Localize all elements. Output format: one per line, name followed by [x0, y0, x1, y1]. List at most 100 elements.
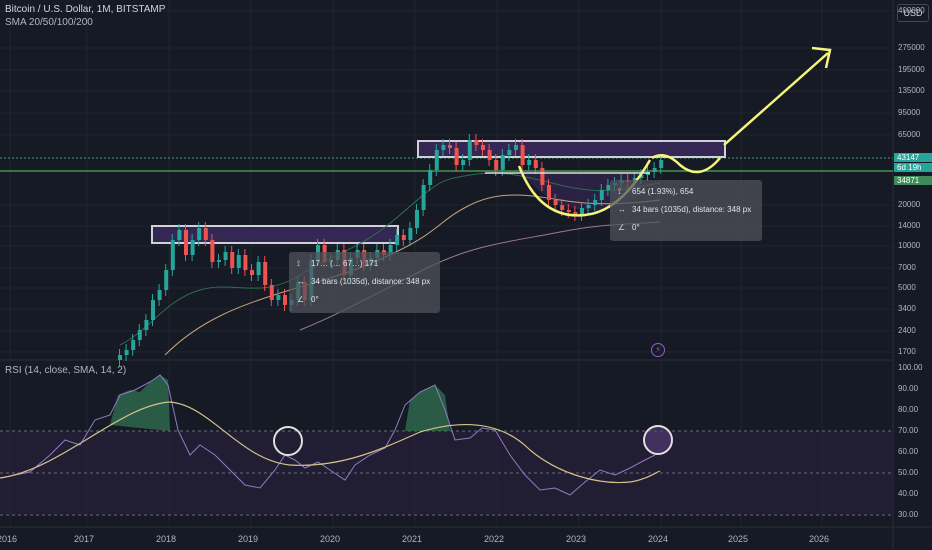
- candle: [137, 330, 142, 340]
- candle: [197, 228, 202, 240]
- price-axis-label: 1700: [898, 347, 916, 356]
- candle: [639, 175, 644, 178]
- price-axis-label: 275000: [898, 43, 925, 52]
- angle-icon: ∠: [297, 295, 305, 304]
- last-price-tag: 43147: [894, 153, 932, 162]
- price-axis-label: 10000: [898, 241, 921, 250]
- candle: [659, 160, 664, 168]
- candle: [428, 170, 433, 185]
- candle: [500, 155, 505, 170]
- time-axis-label: 2026: [809, 534, 830, 544]
- arrowhead-icon: [811, 46, 832, 69]
- rsi-highlight-circle-1[interactable]: [273, 426, 303, 456]
- candle: [573, 212, 578, 215]
- price-axis-label: 7000: [898, 263, 916, 272]
- candle: [474, 140, 479, 145]
- time-axis-label: 2017: [74, 534, 95, 544]
- price-axis-label: 195000: [898, 65, 925, 74]
- rsi-axis-label: 70.00: [898, 426, 919, 435]
- candle: [540, 168, 545, 185]
- resistance-zone-2[interactable]: [417, 140, 726, 158]
- candle: [593, 200, 598, 205]
- candle: [507, 150, 512, 155]
- candle: [467, 140, 472, 160]
- measure-tooltip-2[interactable]: ⟟ 654 (1.93%), 654 ↔ 34 bars (1035d), dist…: [610, 180, 762, 241]
- candle: [434, 150, 439, 170]
- time-axis-label: 2019: [238, 534, 259, 544]
- candle: [586, 205, 591, 208]
- time-axis-label: 2021: [402, 534, 423, 544]
- candle: [395, 235, 400, 245]
- candle: [236, 255, 241, 268]
- sma-20-line: [119, 172, 661, 346]
- candle: [177, 230, 182, 240]
- candle: [184, 230, 188, 255]
- candle: [210, 240, 215, 262]
- price-axis-label: 5000: [898, 283, 916, 292]
- angle-icon: ∠: [618, 223, 626, 232]
- candle: [408, 228, 413, 240]
- tooltip-1-price: 17… (… 67…) 171: [311, 259, 379, 268]
- candle: [164, 270, 169, 290]
- candle: [131, 340, 136, 350]
- candle: [421, 185, 426, 210]
- time-axis-label: 2018: [156, 534, 177, 544]
- candle: [170, 240, 175, 270]
- candle: [401, 235, 406, 240]
- time-axis-label: 2024: [648, 534, 669, 544]
- candle: [566, 210, 571, 212]
- measure-tooltip-1[interactable]: ⟟ 17… (… 67…) 171 ↔ 34 bars (1035d), dista…: [289, 252, 440, 313]
- candle: [652, 168, 657, 172]
- price-axis-label: 65000: [898, 130, 921, 139]
- price-axis-label: 3400: [898, 304, 916, 313]
- price-axis-label: 20000: [898, 200, 921, 209]
- candle: [118, 355, 122, 360]
- tooltip-2-bars: 34 bars (1035d), distance: 348 px: [632, 205, 752, 214]
- currency-button[interactable]: USD: [897, 4, 929, 22]
- price-range-icon: ⟟: [618, 187, 621, 196]
- price-axis-label: 135000: [898, 86, 925, 95]
- level-price-tag: 34871: [894, 176, 932, 185]
- tooltip-1-angle: 0°: [311, 295, 319, 304]
- candle: [560, 205, 565, 210]
- candle: [553, 200, 558, 205]
- candle: [448, 145, 452, 148]
- grid: [0, 0, 893, 527]
- candle: [461, 160, 466, 165]
- candle: [256, 262, 261, 275]
- candle: [454, 148, 459, 165]
- candle: [388, 245, 393, 255]
- time-axis-label: 2016: [0, 534, 18, 544]
- candle: [494, 160, 499, 170]
- bars-range-icon: ↔: [618, 205, 626, 214]
- chart-title: Bitcoin / U.S. Dollar, 1M, BITSTAMP: [5, 4, 166, 15]
- rsi-title[interactable]: RSI (14, close, SMA, 14, 2): [5, 365, 127, 376]
- price-axis-label: 14000: [898, 221, 921, 230]
- alert-icon[interactable]: ⚡: [651, 343, 665, 357]
- time-axis-label: 2025: [728, 534, 749, 544]
- bars-range-icon: ↔: [297, 277, 305, 286]
- candle: [243, 255, 248, 270]
- candle: [514, 145, 518, 150]
- candle: [124, 350, 129, 355]
- candle: [190, 240, 195, 255]
- resistance-zone-1[interactable]: [151, 225, 399, 244]
- candle: [276, 295, 281, 300]
- candle: [599, 190, 604, 200]
- candle: [580, 208, 584, 215]
- handle-curve[interactable]: [651, 153, 721, 174]
- candle: [527, 160, 532, 165]
- candle: [203, 228, 208, 240]
- target-arrow[interactable]: [723, 52, 829, 146]
- price-axis-label: 2400: [898, 326, 916, 335]
- rsi-axis-label: 80.00: [898, 405, 919, 414]
- indicator-label[interactable]: SMA 20/50/100/200: [5, 17, 93, 28]
- sma-50-line: [164, 194, 661, 356]
- countdown-tag: 6d 19h: [894, 163, 932, 172]
- candle: [250, 270, 254, 275]
- price-range-icon: ⟟: [297, 259, 300, 268]
- rsi-highlight-circle-2[interactable]: [643, 425, 673, 455]
- candle: [263, 262, 268, 285]
- candle: [157, 290, 162, 300]
